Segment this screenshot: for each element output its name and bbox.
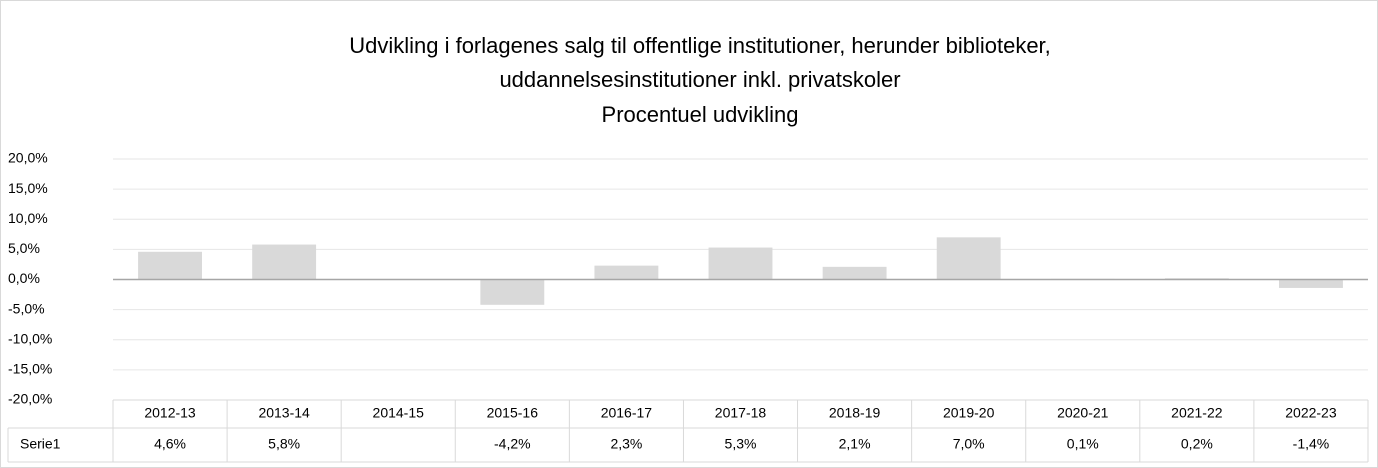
y-tick-label: 5,0% xyxy=(8,240,40,256)
data-label: 0,1% xyxy=(1067,436,1099,452)
x-tick-label: 2012-13 xyxy=(144,405,196,421)
y-tick-label: -5,0% xyxy=(8,300,45,316)
data-label: 4,6% xyxy=(154,436,186,452)
x-tick-label: 2016-17 xyxy=(601,405,653,421)
y-tick-label: -20,0% xyxy=(8,391,52,407)
bar xyxy=(708,247,773,280)
bar xyxy=(822,266,887,280)
bar xyxy=(594,265,659,280)
x-tick-label: 2013-14 xyxy=(258,405,310,421)
x-tick-label: 2015-16 xyxy=(487,405,539,421)
bar xyxy=(480,279,545,305)
bar xyxy=(138,251,202,280)
x-tick-label: 2014-15 xyxy=(373,405,425,421)
data-label: 0,2% xyxy=(1181,436,1213,452)
chart-subtitle: Procentuel udvikling xyxy=(602,102,799,127)
data-label: -4,2% xyxy=(494,436,531,452)
y-tick-label: 10,0% xyxy=(8,210,48,226)
x-tick-label: 2020-21 xyxy=(1057,405,1109,421)
data-label: 2,3% xyxy=(610,436,642,452)
x-tick-label: 2018-19 xyxy=(829,405,881,421)
chart-title: Udvikling i forlagenes salg til offentli… xyxy=(349,33,1051,58)
x-tick-label: 2019-20 xyxy=(943,405,995,421)
data-label: 7,0% xyxy=(953,436,985,452)
y-tick-label: -15,0% xyxy=(8,361,52,377)
chart-title: uddannelsesinstitutioner inkl. privatsko… xyxy=(499,67,900,92)
data-label: 5,8% xyxy=(268,436,300,452)
bar xyxy=(1279,279,1343,288)
x-tick-label: 2022-23 xyxy=(1285,405,1337,421)
data-label: -1,4% xyxy=(1293,436,1330,452)
bar xyxy=(252,244,317,280)
y-tick-label: -10,0% xyxy=(8,330,52,346)
x-tick-label: 2017-18 xyxy=(715,405,767,421)
y-tick-label: 0,0% xyxy=(8,270,40,286)
x-tick-label: 2021-22 xyxy=(1171,405,1223,421)
legend-label: Serie1 xyxy=(20,436,61,452)
y-tick-label: 20,0% xyxy=(8,150,48,166)
bar xyxy=(936,237,1001,280)
data-label: 5,3% xyxy=(725,436,757,452)
y-tick-label: 15,0% xyxy=(8,180,48,196)
data-label: 2,1% xyxy=(839,436,871,452)
